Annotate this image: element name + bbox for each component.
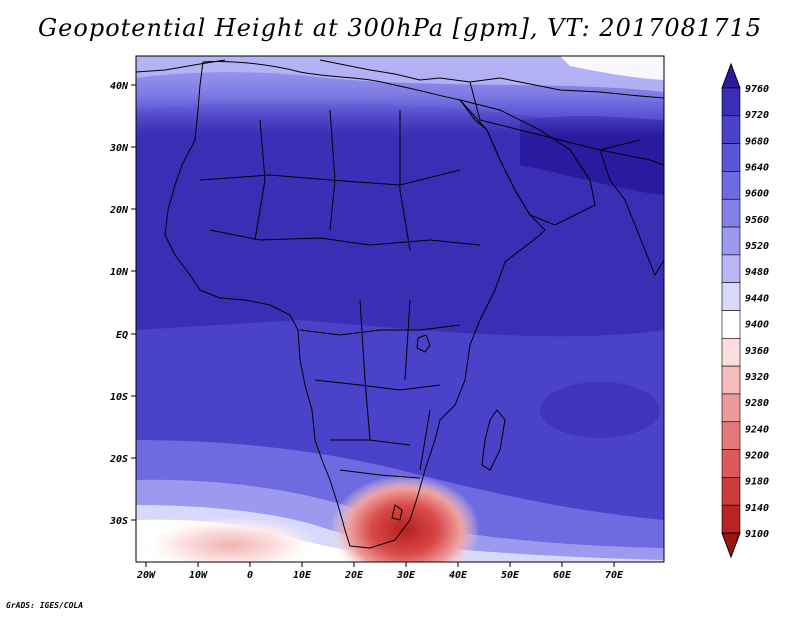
colorbar-box [721,115,741,144]
colorbar-box [721,143,741,172]
india-coast [599,149,664,277]
colorbar-box [721,421,741,450]
lon-label-40e: 40E [449,570,468,581]
colorbar-label: 9760 [745,84,769,95]
coastlines [136,59,664,549]
madagascar-coast [481,409,506,471]
lat-label-20s: 20S [109,454,128,465]
lat-label-30s: 30S [109,516,128,527]
colorbar-label: 9200 [745,450,769,461]
colorbar-label: 9400 [745,320,769,331]
colorbar-label: 9600 [745,189,769,200]
colorbar-bottom-arrow [721,532,741,559]
colorbar-box [721,171,741,200]
lon-label-70e: 70E [605,570,624,581]
arabia-coast [458,99,596,226]
colorbar-box [721,365,741,395]
lat-label-10s: 10S [110,392,128,403]
colorbar-box [721,198,741,228]
lon-label-30e: 30E [396,570,416,581]
lat-axis: 40N 30N 20N 10N EQ 10S 20S 30S [109,81,136,527]
border-north-africa [254,109,411,251]
lake-victoria [416,334,431,353]
colorbar-label: 9640 [745,163,769,174]
lat-label-30n: 30N [109,143,129,154]
border-west-africa [209,229,481,246]
africa-coast [164,61,546,549]
colorbar-top-arrow [721,62,741,89]
colorbar-box [721,87,741,117]
border-sahel [199,169,461,186]
field-pink-west [140,517,320,562]
border-equatorial [299,324,461,336]
colorbar-box [721,477,741,506]
plot-frame [135,55,665,563]
field-north-white [560,56,664,80]
lon-label-60e: 60E [553,570,572,581]
lesotho-border [391,504,403,521]
colorbar-box [721,504,741,534]
map-title: Geopotential Height at 300hPa [gpm], VT:… [38,14,762,42]
colorbar-label: 9100 [745,529,769,540]
colorbar-box [721,338,741,367]
colorbar-label: 9140 [745,503,769,514]
colorbar-label: 9560 [745,215,769,226]
colorbar-box [721,310,741,339]
colorbar-box [721,449,741,478]
colorbar-label: 9480 [745,267,769,278]
border-middle-east [469,81,641,151]
lat-label-eq: EQ [116,330,128,341]
colorbar-label: 9520 [745,241,769,252]
colorbar-label: 9360 [745,346,769,357]
colorbar-label: 9240 [745,424,769,435]
colorbar-box [721,226,741,256]
colorbar-label: 9720 [745,110,769,121]
colorbar: 9760 9720 9680 9640 9600 9560 9520 9480 9440 9400… [721,62,769,559]
footer-credit: GrADS: IGES/COLA [6,601,84,610]
colorbar-label: 9680 [745,136,769,147]
colorbar-box [721,254,741,283]
lon-axis: 20W 10W 0 10E 20E 30E 40E 50E 60E 70E [136,562,624,581]
field-indian-ocean-core [540,382,660,438]
colorbar-label: 9180 [745,477,769,488]
lat-label-10n: 10N [110,267,129,278]
colorbar-box [721,282,741,311]
colorbar-box [721,393,741,423]
lat-label-20n: 20N [109,205,129,216]
colorbar-label: 9280 [745,398,769,409]
lon-label-10w: 10W [189,570,208,581]
colorbar-label: 9320 [745,372,769,383]
lon-label-0: 0 [247,570,253,581]
field-trough-south-africa [330,475,480,562]
lat-label-40n: 40N [110,81,129,92]
lon-label-20e: 20E [344,570,364,581]
lon-label-20w: 20W [136,570,156,581]
border-central-africa [359,299,431,471]
lon-label-10e: 10E [293,570,312,581]
colorbar-label: 9440 [745,293,769,304]
lon-label-50e: 50E [501,570,520,581]
